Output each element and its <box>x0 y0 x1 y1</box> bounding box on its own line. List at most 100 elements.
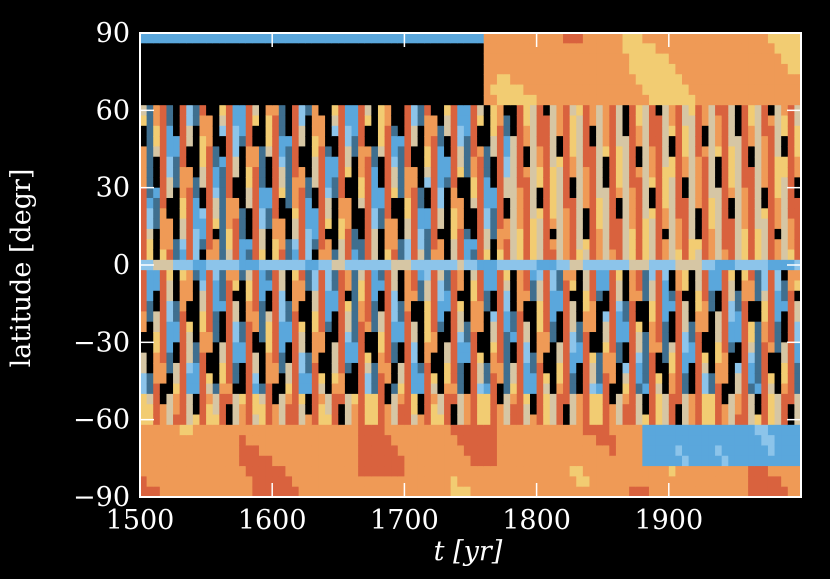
heatmap-cell <box>543 290 551 302</box>
heatmap-cell <box>364 270 372 282</box>
heatmap-cell <box>470 393 478 405</box>
heatmap-cell <box>364 208 372 220</box>
heatmap-cell <box>655 105 663 117</box>
heatmap-cell <box>232 342 240 354</box>
heatmap-cell <box>344 115 353 127</box>
heatmap-cell <box>794 383 802 395</box>
heatmap-cell <box>377 352 386 364</box>
heatmap-cell <box>761 301 769 312</box>
heatmap-cell <box>781 228 789 240</box>
heatmap-cell <box>496 105 505 117</box>
heatmap-cell <box>278 53 287 65</box>
heatmap-cell <box>536 43 544 55</box>
heatmap-cell <box>688 455 696 467</box>
heatmap-cell <box>206 115 214 127</box>
heatmap-cell <box>668 373 677 385</box>
heatmap-cell <box>648 146 657 158</box>
heatmap-cell <box>490 424 498 436</box>
heatmap-cell <box>523 105 531 117</box>
heatmap-cell <box>192 466 201 477</box>
heatmap-cell <box>430 177 439 189</box>
heatmap-cell <box>338 424 346 436</box>
heatmap-cell <box>477 445 485 457</box>
heatmap-cell <box>543 342 551 354</box>
heatmap-cell <box>450 435 458 447</box>
heatmap-cell <box>258 125 267 137</box>
heatmap-cell <box>404 270 412 282</box>
heatmap-cell <box>219 74 227 86</box>
heatmap-cell <box>159 249 168 261</box>
heatmap-cell <box>153 259 161 271</box>
heatmap-cell <box>635 146 643 158</box>
heatmap-cell <box>529 445 538 457</box>
heatmap-cell <box>543 208 551 220</box>
heatmap-cell <box>596 301 604 312</box>
heatmap-cell <box>715 332 723 343</box>
heatmap-cell <box>351 455 359 467</box>
heatmap-cell <box>351 43 359 55</box>
heatmap-cell <box>232 218 240 230</box>
heatmap-cell <box>496 445 505 457</box>
heatmap-cell <box>569 249 577 261</box>
heatmap-cell <box>748 136 756 148</box>
heatmap-cell <box>496 146 505 158</box>
heatmap-cell <box>787 373 795 385</box>
heatmap-cell <box>239 259 247 271</box>
heatmap-cell <box>582 301 591 312</box>
heatmap-cell <box>212 53 220 65</box>
heatmap-cell <box>589 177 597 189</box>
heatmap-cell <box>338 342 346 354</box>
heatmap-cell <box>695 445 703 457</box>
heatmap-cell <box>708 435 716 447</box>
heatmap-cell <box>411 311 419 323</box>
heatmap-cell <box>589 84 597 96</box>
heatmap-cell <box>232 74 240 86</box>
heatmap-cell <box>662 125 670 137</box>
heatmap-cell <box>682 228 690 240</box>
heatmap-cell <box>311 105 320 117</box>
heatmap-cell <box>688 342 696 354</box>
heatmap-cell <box>582 136 591 148</box>
heatmap-cell <box>344 280 353 292</box>
heatmap-cell <box>265 270 273 282</box>
heatmap-cell <box>338 63 346 75</box>
heatmap-cell <box>239 63 247 75</box>
heatmap-cell <box>417 74 425 86</box>
heatmap-cell <box>318 74 326 86</box>
heatmap-cell <box>529 53 538 65</box>
heatmap-cell <box>239 414 247 426</box>
heatmap-cell <box>192 167 201 178</box>
heatmap-cell <box>503 63 511 75</box>
heatmap-cell <box>708 342 716 354</box>
heatmap-cell <box>721 466 729 477</box>
heatmap-cell <box>622 115 630 127</box>
heatmap-cell <box>146 208 154 220</box>
heatmap-cell <box>787 167 795 178</box>
heatmap-cell <box>285 342 293 354</box>
heatmap-cell <box>430 393 439 405</box>
heatmap-cell <box>529 435 538 447</box>
heatmap-cell <box>344 84 353 96</box>
heatmap-cell <box>146 290 154 302</box>
heatmap-cell <box>417 290 425 302</box>
heatmap-cell <box>225 74 234 86</box>
heatmap-cell <box>305 270 313 282</box>
heatmap-cell <box>682 208 690 220</box>
heatmap-cell <box>695 146 703 158</box>
heatmap-cell <box>701 228 710 240</box>
heatmap-cell <box>774 301 782 312</box>
heatmap-cell <box>648 466 657 477</box>
heatmap-cell <box>364 218 372 230</box>
heatmap-cell <box>391 311 399 323</box>
heatmap-cell <box>450 74 458 86</box>
heatmap-cell <box>225 404 234 416</box>
heatmap-cell <box>728 466 736 477</box>
heatmap-cell <box>602 156 610 168</box>
heatmap-cell <box>549 362 558 374</box>
heatmap-cell <box>715 136 723 148</box>
heatmap-cell <box>675 311 683 323</box>
heatmap-cell <box>258 94 267 106</box>
heatmap-cell <box>470 373 478 385</box>
heatmap-cell <box>523 404 531 416</box>
heatmap-cell <box>615 33 624 44</box>
